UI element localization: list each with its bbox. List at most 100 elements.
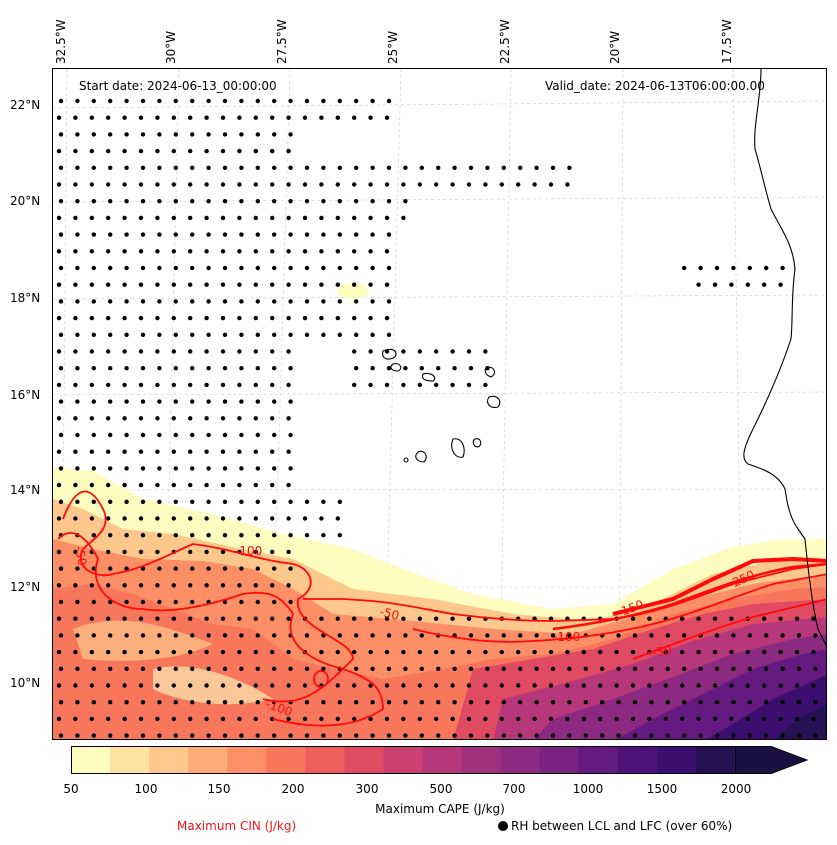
rh-dot [286, 482, 291, 488]
rh-legend: RH between LCL and LFC (over 60%) [498, 819, 732, 833]
rh-dot [239, 533, 244, 538]
rh-dot [91, 466, 96, 471]
rh-dot [321, 98, 326, 104]
rh-dot [171, 349, 176, 354]
rh-dot [255, 666, 260, 671]
rh-dot [155, 416, 160, 421]
rh-dot [204, 215, 209, 221]
rh-dot [288, 332, 293, 337]
rh-dot [270, 583, 275, 588]
rh-dot [565, 649, 570, 655]
rh-dot [600, 700, 605, 705]
rh-dot [124, 299, 129, 304]
rh-dot [106, 516, 111, 521]
rh-dot [56, 482, 62, 488]
rh-dot [73, 549, 78, 555]
rh-dot [56, 649, 62, 655]
cin-contour-50-west [62, 490, 354, 703]
rh-dot [436, 733, 441, 738]
rh-dot [567, 165, 572, 170]
rh-dot [796, 700, 802, 705]
rh-dot [450, 716, 455, 722]
rh-dot [204, 516, 209, 521]
rh-dot [220, 649, 226, 655]
rh-dot [319, 516, 324, 521]
rh-dot [173, 533, 178, 538]
rh-dot [483, 649, 488, 655]
rh-dot [91, 299, 96, 304]
rh-dot [56, 148, 62, 154]
rh-dot [401, 382, 406, 388]
rh-dot [813, 733, 818, 738]
rh-dot [286, 349, 291, 354]
rh-dot [204, 716, 209, 722]
rh-dot [729, 683, 734, 688]
rh-dot [190, 399, 195, 404]
rh-dot [190, 232, 195, 237]
rh-dot [122, 449, 127, 454]
colorbar-tick-150: 150 [207, 782, 231, 796]
rh-dot [204, 282, 209, 287]
rh-dot [75, 399, 80, 404]
rh-dot [434, 649, 439, 655]
rh-dot [75, 499, 80, 504]
rh-dot [91, 733, 96, 738]
rh-dot [288, 432, 293, 438]
rh-dot [122, 349, 127, 354]
rh-dot [304, 533, 310, 538]
lat-label-10n: 10°N [10, 676, 41, 690]
rh-dot [680, 716, 685, 722]
rh-dot [534, 733, 539, 738]
rh-dot [550, 165, 556, 170]
rh-dot [91, 533, 96, 538]
rh-dot [190, 533, 195, 538]
rh-dot [370, 733, 375, 738]
rh-dot [89, 282, 94, 287]
rh-dot [811, 683, 816, 688]
rh-dot [75, 566, 80, 571]
rh-dot [122, 249, 127, 254]
rh-dot [138, 249, 144, 254]
rh-dot [370, 165, 375, 170]
rh-dot [663, 716, 668, 722]
rh-dot [452, 700, 457, 705]
rh-dot [614, 683, 619, 688]
rh-dot [190, 633, 195, 638]
cin-contour-50-south [632, 598, 826, 660]
rh-dot [173, 199, 178, 204]
rh-dot [108, 700, 113, 705]
cin-contour-100 [57, 532, 384, 727]
rh-dot [157, 132, 162, 137]
lat-label-20n: 20°N [10, 194, 41, 208]
rh-dot [286, 616, 291, 621]
rh-dot [288, 265, 293, 271]
rh-dot [550, 666, 556, 671]
rh-dot [417, 182, 422, 187]
colorbar-swatch [110, 746, 150, 774]
rh-dot [106, 416, 111, 421]
rh-dot [56, 182, 62, 187]
rh-dot [368, 683, 373, 688]
rh-dot [270, 382, 275, 388]
rh-dot [255, 700, 260, 705]
rh-dot [190, 165, 195, 170]
rh-dot [401, 182, 406, 187]
rh-dot [75, 165, 80, 170]
rh-dot [89, 115, 94, 120]
rh-dot [206, 132, 211, 137]
rh-dot [696, 683, 701, 688]
rh-dot [190, 666, 195, 671]
rh-dot [485, 733, 490, 738]
rh-dot [75, 700, 80, 705]
rh-dot [220, 716, 226, 722]
rh-dot [270, 215, 275, 221]
rh-dot [567, 666, 572, 671]
rh-dot [534, 700, 539, 705]
rh-dot [58, 432, 64, 438]
rh-dot [173, 700, 178, 705]
rh-dot [384, 282, 390, 287]
rh-dot [501, 633, 506, 638]
rh-dot [286, 683, 291, 688]
rh-dot [386, 98, 392, 104]
rh-dot [190, 366, 195, 371]
